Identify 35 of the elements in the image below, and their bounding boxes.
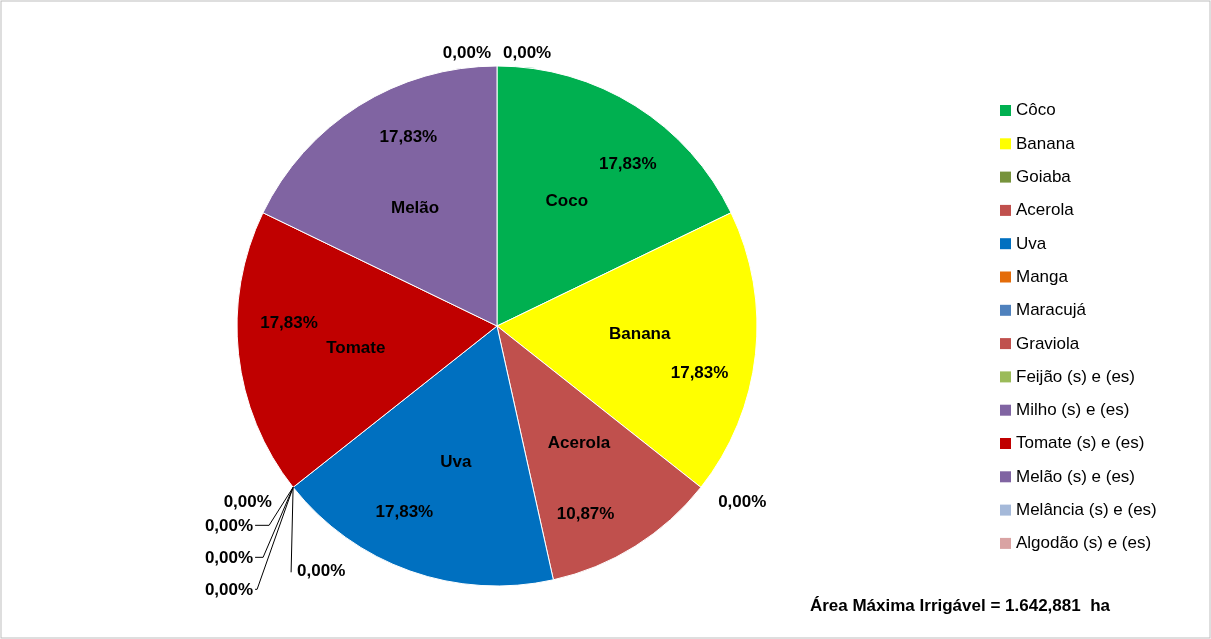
text: Área Máxima Irrigável = 1.642,881 ha [809, 596, 1111, 615]
text: Coco [545, 190, 589, 210]
data-label: 10,87% [556, 503, 615, 523]
legend-label: Goiaba [1016, 167, 1072, 187]
legend-label: Manga [1016, 266, 1069, 286]
text: 0,00% [204, 548, 254, 568]
text: 0,00% [223, 491, 272, 511]
data-label: 17,83% [260, 313, 318, 333]
slice-label: Uva [440, 452, 473, 472]
legend-label: Uva [1016, 233, 1047, 253]
slice-label: Acerola [547, 432, 611, 452]
legend-label: Banana [1016, 133, 1076, 153]
text: 0,00% [204, 516, 254, 536]
data-label: 17,83% [670, 362, 729, 382]
data-label: 17,83% [598, 153, 657, 173]
legend-label: Tomate (s) e (es) [1016, 433, 1145, 453]
text: Tomate [326, 338, 386, 358]
text: 0,00% [503, 43, 552, 62]
text: Melão [390, 198, 440, 218]
legend-label: Graviola [1016, 333, 1080, 353]
legend-label: Feijão (s) e (es) [1016, 366, 1136, 386]
legend-label: Maracujá [1016, 300, 1087, 320]
text: 0,00% [442, 43, 491, 62]
legend-label: Melância (s) e (es) [1016, 500, 1157, 520]
legend-label: Melão (s) e (es) [1016, 466, 1136, 486]
legend-label: Milho (s) e (es) [1016, 400, 1130, 420]
data-label: 17,83% [375, 501, 434, 521]
slice-label: Banana [609, 323, 671, 343]
legend-label: Acerola [1016, 200, 1075, 220]
legend-label: Côco [1016, 100, 1056, 120]
legend-label: Algodão (s) e (es) [1016, 533, 1152, 553]
text: 0,00% [718, 491, 767, 511]
data-label: 17,83% [379, 127, 438, 147]
text: 0,00% [297, 561, 346, 581]
text: 0,00% [204, 580, 254, 600]
